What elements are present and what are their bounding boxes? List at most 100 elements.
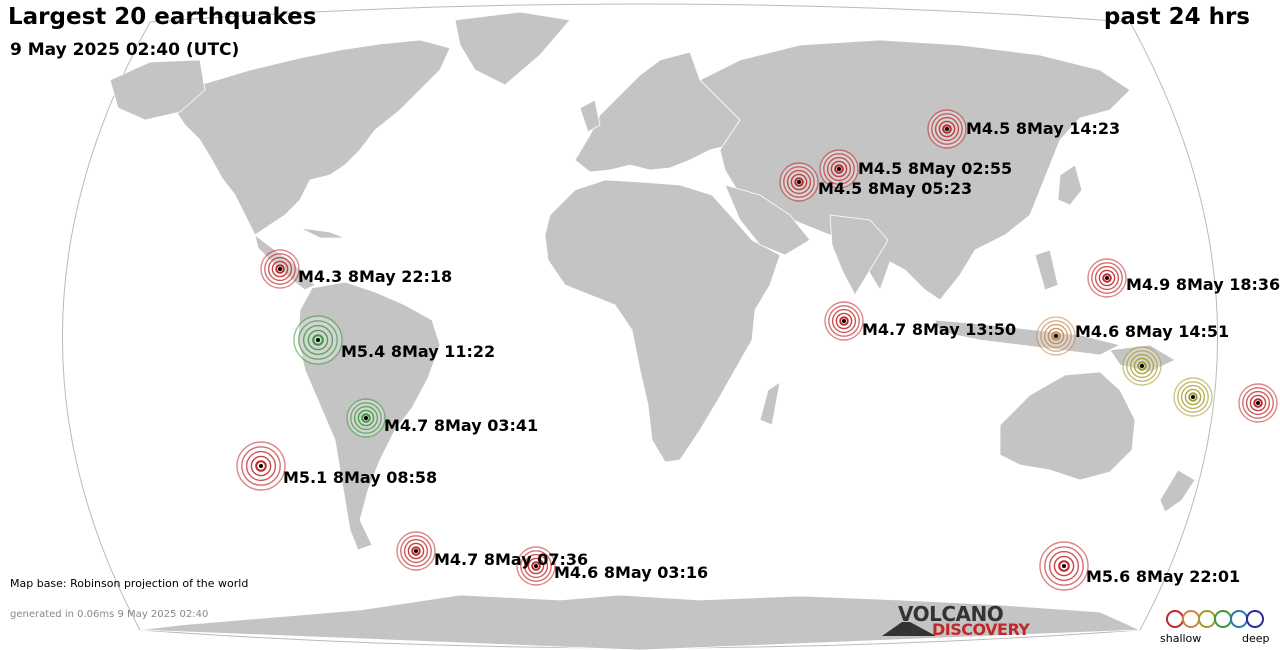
quake-epicenter [278, 267, 282, 271]
quake-ring [1245, 390, 1271, 416]
quake-label: M4.9 8May 18:36 [1126, 275, 1280, 294]
arabia [724, 184, 811, 256]
quake-marker[interactable] [346, 398, 386, 438]
great-britain [579, 99, 601, 133]
north-america [174, 39, 451, 236]
quake-epicenter [1062, 564, 1066, 568]
quake-marker[interactable] [779, 162, 819, 202]
quake-marker[interactable] [293, 315, 343, 365]
quake-label: M5.1 8May 08:58 [283, 468, 438, 487]
quake-epicenter [259, 464, 263, 468]
quake-ring [1253, 398, 1263, 408]
quake-ring [830, 160, 848, 178]
quake-marker[interactable] [1036, 316, 1076, 356]
quake-label: M4.7 8May 13:50 [862, 320, 1017, 339]
quake-ring [350, 402, 382, 434]
quake-label: M4.7 8May 03:41 [384, 416, 539, 435]
india [829, 214, 889, 296]
quake-ring [275, 264, 285, 274]
quake-ring [790, 173, 808, 191]
page-title: Largest 20 earthquakes [8, 4, 317, 30]
quake-ring [1242, 387, 1274, 419]
cuba [299, 227, 346, 239]
quake-ring [1249, 394, 1267, 412]
quake-ring [527, 557, 545, 575]
quake-ring [1094, 265, 1120, 291]
depth-legend: shallow deep [1158, 608, 1270, 648]
quake-ring [1102, 273, 1112, 283]
quake-ring [357, 409, 375, 427]
quake-ring [794, 177, 804, 187]
quake-ring [267, 256, 293, 282]
quake-label: M5.6 8May 22:01 [1086, 567, 1241, 586]
quake-ring [245, 450, 277, 482]
quake-marker[interactable] [819, 149, 859, 189]
earthquake-markers [236, 109, 1278, 591]
quake-ring [523, 553, 549, 579]
quake-epicenter [1105, 276, 1109, 280]
quake-ring [1098, 269, 1116, 287]
quake-label: M5.4 8May 11:22 [341, 342, 496, 361]
quake-marker[interactable] [396, 531, 436, 571]
new-zealand [1159, 469, 1196, 513]
quake-ring [835, 312, 853, 330]
legend-shallow-label: shallow [1160, 632, 1202, 645]
quake-marker[interactable] [260, 249, 300, 289]
logo-line1: VOLCANO [898, 602, 1004, 626]
quake-ring [1044, 546, 1084, 586]
quake-ring [931, 113, 963, 145]
quake-marker[interactable] [1122, 346, 1162, 386]
quake-marker[interactable] [824, 301, 864, 341]
quake-marker[interactable] [1087, 258, 1127, 298]
quake-epicenter [414, 549, 418, 553]
quake-marker[interactable] [1173, 377, 1213, 417]
quake-ring [826, 156, 852, 182]
quake-ring [1058, 560, 1070, 572]
philippines [1034, 249, 1059, 291]
quake-ring [407, 542, 425, 560]
africa [544, 179, 781, 463]
madagascar [759, 381, 781, 426]
quake-ring [400, 535, 432, 567]
quake-ring [834, 164, 844, 174]
quake-ring [831, 308, 857, 334]
quake-ring [1091, 262, 1123, 294]
quake-label: M4.5 8May 05:23 [818, 179, 973, 198]
time-period: past 24 hrs [1103, 4, 1250, 30]
depth-legend-rings [1166, 610, 1264, 628]
quake-label: M4.5 8May 14:23 [966, 119, 1121, 138]
quake-marker[interactable] [1238, 383, 1278, 423]
quake-ring [1126, 350, 1158, 382]
quake-label: M4.5 8May 02:55 [858, 159, 1013, 178]
quake-ring [1043, 323, 1069, 349]
page-subtitle: 9 May 2025 02:40 (UTC) [10, 40, 240, 60]
quake-ring [298, 320, 338, 360]
map-base-note: Map base: Robinson projection of the wor… [10, 577, 249, 590]
volcano-discovery-logo[interactable]: VOLCANO DISCOVERY [880, 602, 1040, 640]
quake-epicenter [837, 167, 841, 171]
quake-epicenter [1054, 334, 1058, 338]
quake-label: M4.6 8May 14:51 [1075, 322, 1230, 341]
quake-ring [1051, 331, 1061, 341]
japan [1057, 164, 1083, 206]
quake-ring [302, 324, 334, 356]
quake-ring [271, 260, 289, 278]
quake-ring [353, 405, 379, 431]
indonesia [934, 319, 1122, 356]
quake-ring [1177, 381, 1209, 413]
quake-ring [307, 329, 329, 351]
quake-marker[interactable] [1039, 541, 1089, 591]
quake-marker[interactable] [236, 441, 286, 491]
quake-marker[interactable] [516, 546, 556, 586]
quake-ring [1129, 353, 1155, 379]
quake-epicenter [1191, 395, 1195, 399]
quake-ring [839, 316, 849, 326]
quake-ring [783, 166, 815, 198]
quake-epicenter [797, 180, 801, 184]
volcano-icon [882, 622, 936, 636]
quake-ring [264, 253, 296, 285]
quake-epicenter [842, 319, 846, 323]
quake-ring [1180, 384, 1206, 410]
quake-marker[interactable] [927, 109, 967, 149]
logo-line2: DISCOVERY [932, 620, 1030, 639]
